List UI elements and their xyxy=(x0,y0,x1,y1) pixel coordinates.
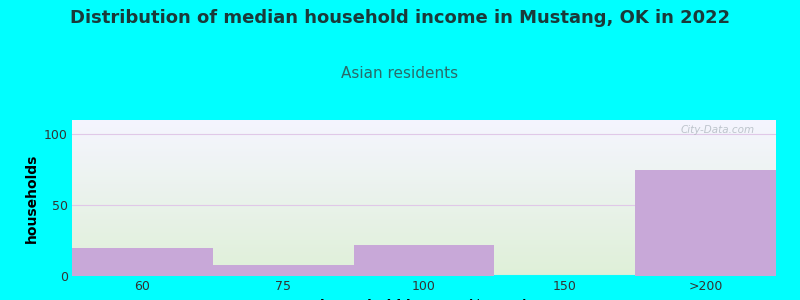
Bar xyxy=(635,169,776,276)
Bar xyxy=(213,265,354,276)
Bar xyxy=(354,245,494,276)
Text: City-Data.com: City-Data.com xyxy=(681,125,755,135)
Text: Asian residents: Asian residents xyxy=(342,66,458,81)
Bar xyxy=(72,248,213,276)
Y-axis label: households: households xyxy=(25,153,38,243)
Text: Distribution of median household income in Mustang, OK in 2022: Distribution of median household income … xyxy=(70,9,730,27)
X-axis label: household income ($1000): household income ($1000) xyxy=(320,299,528,300)
